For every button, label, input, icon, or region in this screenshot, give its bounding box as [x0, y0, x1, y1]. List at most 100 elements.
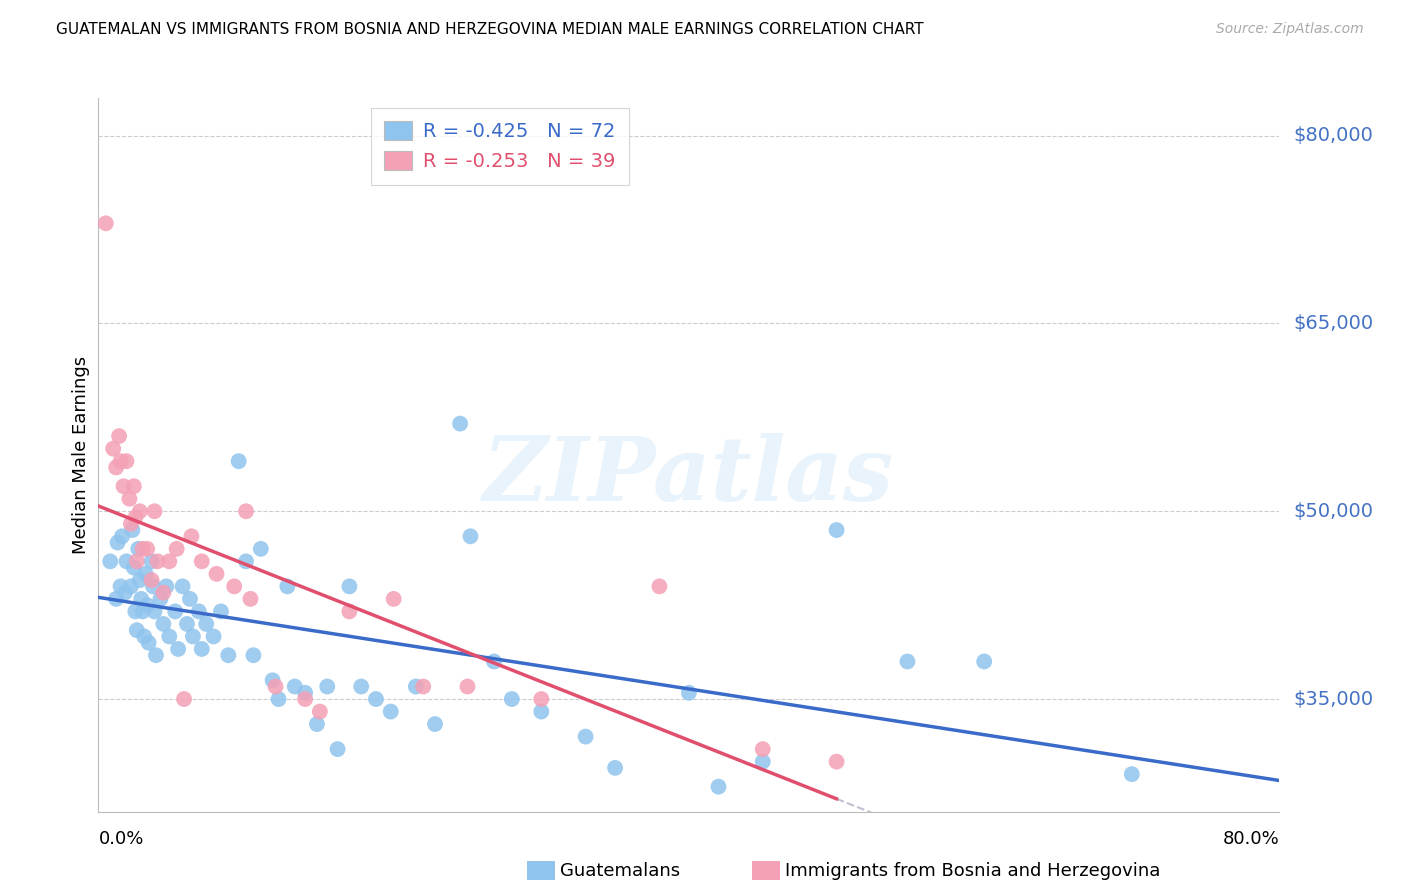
Point [460, 529, 482, 543]
Point [173, 692, 195, 706]
Point [412, 680, 434, 694]
Point [242, 648, 264, 663]
Point [209, 604, 232, 618]
Point [115, 554, 138, 568]
Point [1121, 767, 1143, 781]
Point [423, 717, 446, 731]
Point [337, 579, 360, 593]
Point [316, 680, 339, 694]
Point [751, 755, 773, 769]
Point [115, 454, 138, 468]
Point [105, 460, 128, 475]
Point [111, 529, 134, 543]
Point [149, 591, 172, 606]
Point [276, 579, 298, 593]
Point [134, 630, 156, 644]
Point [157, 630, 180, 644]
Point [678, 686, 700, 700]
Point [110, 579, 132, 593]
Point [191, 642, 214, 657]
Point [305, 717, 328, 731]
Point [141, 573, 163, 587]
Point [120, 579, 142, 593]
Point [122, 560, 145, 574]
Point [152, 616, 174, 631]
Point [105, 591, 128, 606]
Point [482, 655, 505, 669]
Point [128, 504, 150, 518]
Text: $65,000: $65,000 [1294, 314, 1374, 333]
Point [648, 579, 671, 593]
Point [187, 604, 209, 618]
Point [605, 761, 627, 775]
Point [239, 591, 262, 606]
Point [120, 516, 142, 531]
Point [350, 680, 373, 694]
Text: Guatemalans: Guatemalans [560, 862, 679, 880]
Point [382, 591, 405, 606]
Point [94, 216, 117, 230]
Point [217, 648, 239, 663]
Point [145, 648, 167, 663]
Point [127, 541, 149, 556]
Point [114, 585, 136, 599]
Point [262, 673, 284, 688]
Point [132, 541, 155, 556]
Point [112, 479, 135, 493]
Point [136, 541, 159, 556]
Point [294, 692, 316, 706]
Point [157, 554, 180, 568]
Point [146, 554, 169, 568]
Point [103, 442, 125, 456]
Text: Source: ZipAtlas.com: Source: ZipAtlas.com [1216, 22, 1364, 37]
Point [122, 479, 145, 493]
Text: $35,000: $35,000 [1294, 690, 1374, 708]
Point [155, 579, 177, 593]
Point [124, 510, 146, 524]
Point [181, 630, 204, 644]
Y-axis label: Median Male Earnings: Median Male Earnings [72, 356, 90, 554]
Point [202, 630, 225, 644]
Point [165, 604, 187, 618]
Point [132, 604, 155, 618]
Point [142, 579, 165, 593]
Point [326, 742, 349, 756]
Point [380, 705, 402, 719]
Point [530, 705, 553, 719]
Point [250, 541, 273, 556]
Point [107, 535, 129, 549]
Point [267, 692, 290, 706]
Point [118, 491, 141, 506]
Point [125, 554, 148, 568]
Point [143, 604, 166, 618]
Text: 80.0%: 80.0% [1223, 830, 1279, 848]
Point [108, 429, 131, 443]
Point [405, 680, 427, 694]
Point [191, 554, 214, 568]
Point [235, 504, 257, 518]
Point [166, 541, 188, 556]
Point [896, 655, 918, 669]
Point [825, 523, 848, 537]
Point [337, 604, 360, 618]
Text: 0.0%: 0.0% [98, 830, 143, 848]
Point [110, 454, 132, 468]
Point [224, 579, 246, 593]
Point [135, 566, 157, 581]
Text: GUATEMALAN VS IMMIGRANTS FROM BOSNIA AND HERZEGOVINA MEDIAN MALE EARNINGS CORREL: GUATEMALAN VS IMMIGRANTS FROM BOSNIA AND… [56, 22, 924, 37]
Point [136, 598, 159, 612]
Point [751, 742, 773, 756]
Point [179, 591, 201, 606]
Point [530, 692, 553, 706]
Point [825, 755, 848, 769]
Point [129, 591, 152, 606]
Point [707, 780, 730, 794]
Point [128, 573, 150, 587]
Legend: R = -0.425   N = 72, R = -0.253   N = 39: R = -0.425 N = 72, R = -0.253 N = 39 [371, 108, 630, 185]
Point [195, 616, 218, 631]
Point [141, 554, 163, 568]
Point [456, 680, 478, 694]
Point [172, 579, 194, 593]
Point [294, 686, 316, 700]
Point [235, 554, 257, 568]
